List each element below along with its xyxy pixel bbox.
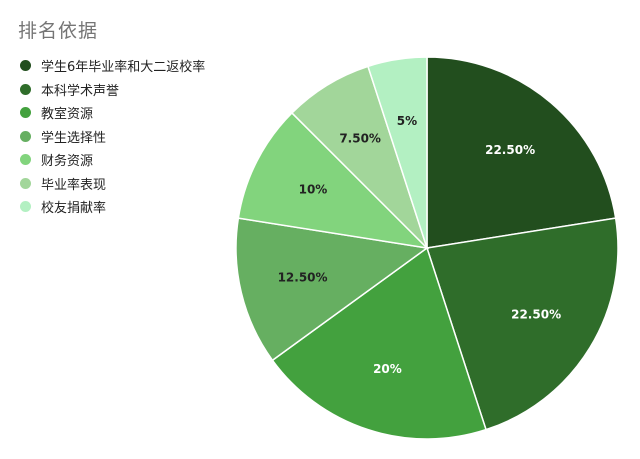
legend-label: 学生选择性 <box>41 130 107 146</box>
legend-swatch <box>20 107 31 119</box>
pie-slice <box>426 217 619 431</box>
legend-label: 财务资源 <box>41 154 94 170</box>
pie-slice <box>237 111 430 250</box>
pie-slice-labels: 22.50% 22.50% 20% 12.50% 10% 7.50% 5% <box>278 114 562 376</box>
legend-label: 校友捐献率 <box>41 201 107 217</box>
legend-item: 学生选择性 <box>20 125 205 149</box>
legend-item: 本科学术声誉 <box>20 78 205 102</box>
pie-slice <box>426 56 617 249</box>
pie-slice <box>235 217 429 362</box>
legend-swatch <box>20 201 31 213</box>
pie-slices <box>235 56 619 440</box>
legend-label: 本科学术声誉 <box>41 83 120 99</box>
legend-swatch <box>20 83 31 95</box>
pie-slice <box>367 56 428 249</box>
legend-swatch <box>20 177 31 189</box>
legend-swatch <box>20 60 31 72</box>
pie-slice-label: 22.50% <box>485 143 535 157</box>
legend-label: 毕业率表现 <box>41 177 107 193</box>
pie-slice-label: 12.50% <box>278 270 328 284</box>
legend-item: 财务资源 <box>20 148 205 172</box>
legend-label: 学生6年毕业率和大二返校率 <box>41 60 206 76</box>
pie-slice-label: 7.50% <box>339 131 381 145</box>
chart-title: 排名依据 <box>18 20 99 42</box>
legend-item: 校友捐献率 <box>20 195 205 219</box>
chart-legend: 学生6年毕业率和大二返校率 本科学术声誉 教室资源学生选择性财务资源毕业率表现校友捐… <box>20 54 205 219</box>
pie-slice-label: 22.50% <box>511 307 561 321</box>
legend-item: 学生6年毕业率和大二返校率 <box>20 54 205 78</box>
legend-item: 毕业率表现 <box>20 172 205 196</box>
pie-slice <box>271 246 487 440</box>
legend-swatch <box>20 130 31 142</box>
pie-slice-label: 5% <box>397 114 417 128</box>
legend-swatch <box>20 154 31 166</box>
legend-item: 教室资源 <box>20 101 205 125</box>
legend-label: 教室资源 <box>41 107 94 123</box>
pie-slice-label: 20% <box>373 362 402 376</box>
pie-slice-label: 10% <box>299 182 328 196</box>
